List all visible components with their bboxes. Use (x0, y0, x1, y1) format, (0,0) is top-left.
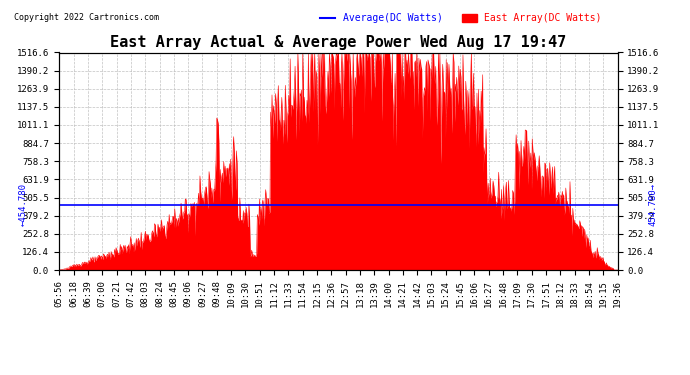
Title: East Array Actual & Average Power Wed Aug 17 19:47: East Array Actual & Average Power Wed Au… (110, 35, 566, 50)
Text: 454.780→: 454.780→ (649, 183, 658, 226)
Text: ←454.780: ←454.780 (19, 183, 28, 226)
Text: Copyright 2022 Cartronics.com: Copyright 2022 Cartronics.com (14, 13, 159, 22)
Legend: Average(DC Watts), East Array(DC Watts): Average(DC Watts), East Array(DC Watts) (317, 9, 606, 27)
